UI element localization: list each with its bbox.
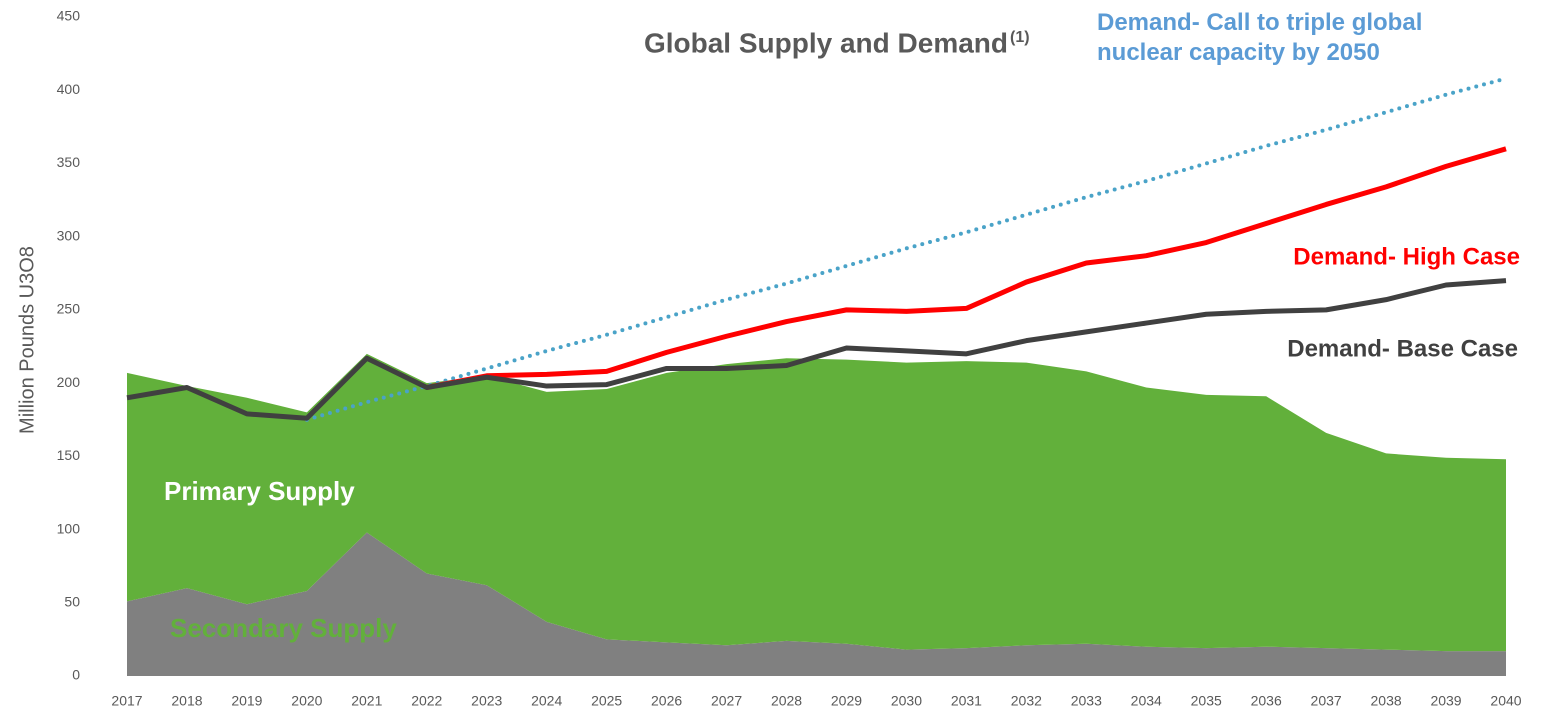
x-tick-label: 2037 bbox=[1311, 693, 1342, 709]
y-tick-label: 0 bbox=[72, 667, 80, 683]
area bbox=[127, 353, 1506, 652]
x-tick-label: 2035 bbox=[1191, 693, 1222, 709]
x-tick-label: 2040 bbox=[1490, 693, 1521, 709]
y-tick-label: 450 bbox=[57, 8, 81, 24]
chart-title: Global Supply and Demand bbox=[644, 27, 1008, 58]
x-tick-label: 2022 bbox=[411, 693, 442, 709]
series-label: Primary Supply bbox=[164, 476, 355, 506]
x-tick-label: 2031 bbox=[951, 693, 982, 709]
x-tick-label: 2029 bbox=[831, 693, 862, 709]
x-tick-label: 2023 bbox=[471, 693, 502, 709]
x-tick-label: 2024 bbox=[531, 693, 562, 709]
x-tick-label: 2038 bbox=[1371, 693, 1402, 709]
y-tick-label: 50 bbox=[64, 593, 80, 609]
y-tick-label: 100 bbox=[57, 520, 81, 536]
line bbox=[426, 146, 1507, 390]
title-note: (1) bbox=[1010, 29, 1030, 46]
line bbox=[126, 278, 1507, 421]
y-tick-label: 200 bbox=[57, 374, 81, 390]
y-axis-label: Million Pounds U3O8 bbox=[16, 246, 38, 434]
x-tick-label: 2039 bbox=[1430, 693, 1461, 709]
series-label: Demand- Base Case bbox=[1287, 335, 1518, 362]
y-tick-label: 300 bbox=[57, 227, 81, 243]
area bbox=[127, 532, 1506, 676]
y-tick-label: 400 bbox=[57, 81, 81, 97]
y-tick-label: 150 bbox=[57, 447, 81, 463]
x-tick-label: 2026 bbox=[651, 693, 682, 709]
x-tick-label: 2028 bbox=[771, 693, 802, 709]
x-tick-label: 2036 bbox=[1251, 693, 1282, 709]
series-label: Demand- High Case bbox=[1293, 243, 1520, 270]
line bbox=[304, 76, 1508, 422]
x-tick-label: 2019 bbox=[231, 693, 262, 709]
y-tick-label: 350 bbox=[57, 154, 81, 170]
x-tick-label: 2018 bbox=[171, 693, 202, 709]
series-label: Secondary Supply bbox=[170, 613, 397, 643]
y-tick-label: 250 bbox=[57, 301, 81, 317]
series-label: Demand- Call to triple global nuclear ca… bbox=[1097, 9, 1423, 66]
x-tick-label: 2030 bbox=[891, 693, 922, 709]
x-tick-label: 2017 bbox=[111, 693, 142, 709]
x-tick-label: 2025 bbox=[591, 693, 622, 709]
x-tick-label: 2033 bbox=[1071, 693, 1102, 709]
x-tick-label: 2032 bbox=[1011, 693, 1042, 709]
x-tick-label: 2021 bbox=[351, 693, 382, 709]
x-tick-label: 2027 bbox=[711, 693, 742, 709]
x-tick-label: 2034 bbox=[1131, 693, 1162, 709]
x-tick-label: 2020 bbox=[291, 693, 322, 709]
